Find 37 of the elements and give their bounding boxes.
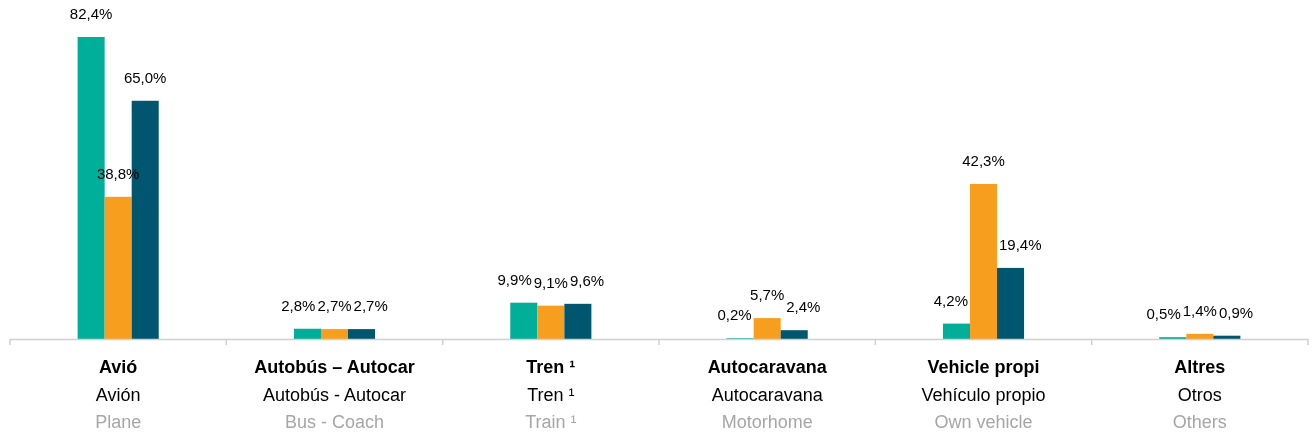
data-label: 2,8%: [281, 296, 316, 314]
bar: [1213, 335, 1241, 339]
bar: [293, 328, 321, 339]
data-label: 1,4%: [1182, 301, 1217, 319]
data-label: 2,7%: [317, 297, 352, 315]
data-label: 2,7%: [353, 297, 388, 315]
data-label: 82,4%: [69, 5, 113, 22]
data-label: 42,3%: [962, 151, 1005, 169]
data-label: 4,2%: [933, 291, 968, 309]
bar: [780, 330, 808, 339]
x-tick-label: Autocaravana Autocaravana Motorhome: [707, 357, 828, 432]
data-label: 0,5%: [1146, 305, 1181, 323]
bar: [348, 329, 376, 339]
bar: [942, 323, 970, 339]
bar: [104, 196, 132, 339]
x-tick-label: Autobús – Autocar Autobús - Autocar Bus - Coach: [254, 357, 415, 432]
x-tick-label: Altres Otros Others: [1172, 357, 1227, 432]
x-tick-label: Vehicle propi Vehículo propio Own vehicle: [921, 357, 1046, 432]
data-label: 0,9%: [1218, 303, 1254, 321]
bar: [537, 305, 565, 339]
bar: [969, 183, 998, 339]
data-label: 9,1%: [533, 273, 568, 291]
data-label: 65,0%: [123, 68, 167, 86]
bar: [320, 329, 349, 339]
data-label: 9,9%: [497, 270, 532, 288]
x-tick-label: Tren ¹ Tren ¹ Train ¹: [525, 357, 577, 432]
data-label: 2,4%: [786, 298, 821, 316]
bar: [753, 318, 781, 339]
data-label: 19,4%: [999, 235, 1042, 253]
bar: [510, 302, 538, 339]
data-label: 0,2%: [717, 306, 752, 324]
bar: [997, 267, 1025, 339]
data-label: 9,6%: [569, 271, 605, 289]
x-tick-label: Avió Avión Plane: [95, 357, 142, 432]
bar: [564, 303, 592, 339]
bar: [1186, 333, 1214, 339]
data-label: 5,7%: [750, 286, 785, 304]
